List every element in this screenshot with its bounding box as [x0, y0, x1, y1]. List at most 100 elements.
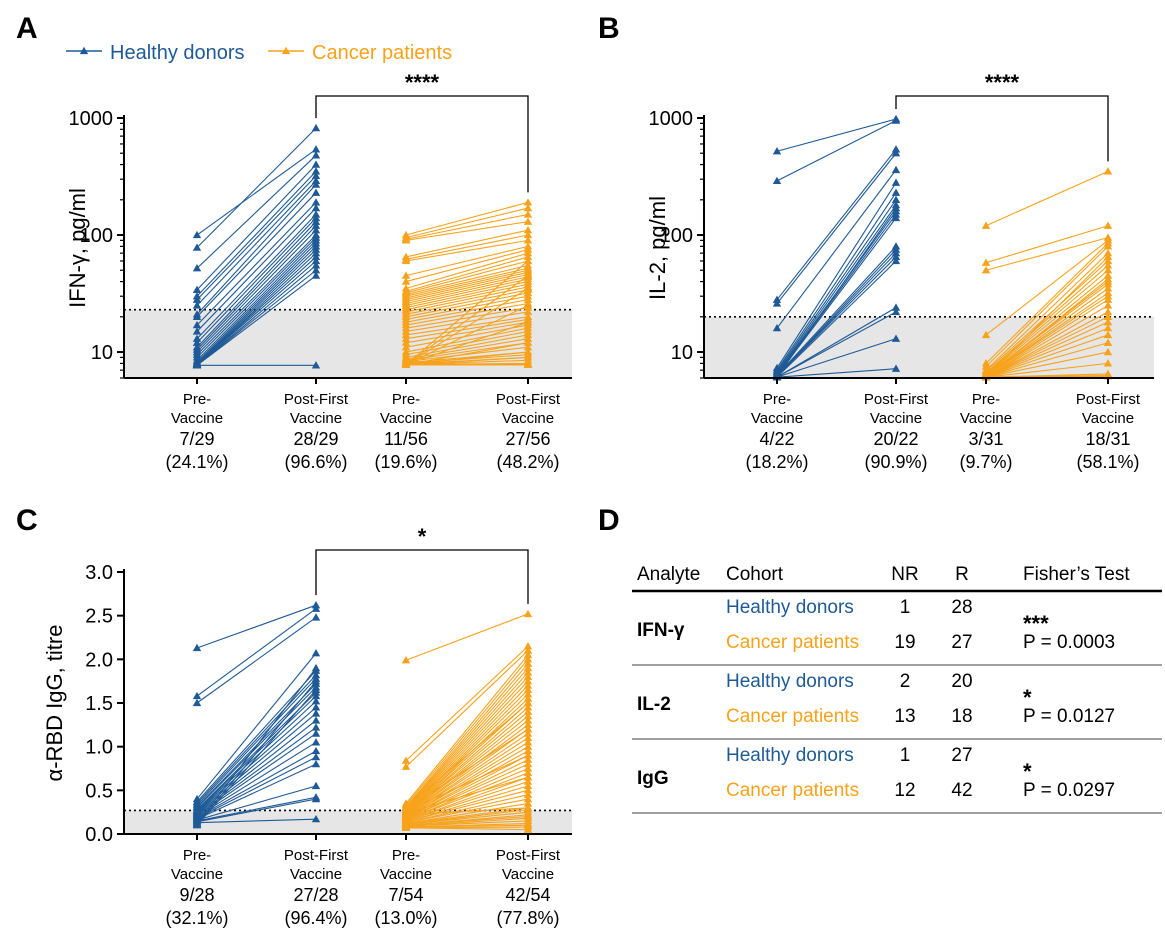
- data-line: [776, 214, 897, 376]
- data-line: [985, 170, 1109, 227]
- responder-percent: (77.8%): [496, 908, 559, 928]
- responder-percent: (19.6%): [374, 452, 437, 472]
- data-point: [311, 361, 321, 369]
- data-point: [311, 729, 321, 737]
- data-line: [985, 304, 1109, 378]
- data-line: [196, 667, 317, 824]
- data-point: [523, 271, 533, 279]
- significance-stars: *: [418, 524, 427, 549]
- data-line: [985, 327, 1109, 378]
- nr-value: 12: [894, 780, 915, 801]
- data-line: [196, 225, 317, 350]
- data-point: [1103, 317, 1113, 326]
- responder-percent: (96.4%): [284, 908, 347, 928]
- data-point: [891, 248, 901, 257]
- data-point: [891, 364, 901, 372]
- series-cancer: [401, 609, 533, 833]
- data-point: [311, 746, 321, 755]
- data-line: [196, 221, 317, 348]
- responder-percent: (24.1%): [165, 452, 228, 472]
- data-point: [311, 709, 321, 717]
- data-point: [523, 803, 533, 811]
- data-line: [405, 302, 529, 326]
- data-line: [405, 304, 529, 366]
- legend: Healthy donors Cancer patients: [66, 42, 452, 64]
- data-point: [311, 160, 321, 168]
- data-point: [891, 145, 901, 153]
- data-point: [311, 248, 321, 257]
- data-line: [405, 239, 529, 262]
- data-line: [405, 269, 529, 299]
- series-healthy: [192, 123, 321, 369]
- cohort-label: Healthy donors: [726, 745, 854, 766]
- data-point: [311, 198, 321, 206]
- cohort-label: Cancer patients: [726, 632, 859, 653]
- data-point: [311, 123, 321, 132]
- y-tick-label: 10: [671, 342, 693, 364]
- data-point: [1103, 284, 1113, 292]
- data-point: [311, 151, 321, 159]
- data-point: [192, 821, 202, 829]
- data-line: [405, 267, 529, 297]
- r-value: 28: [951, 597, 972, 618]
- data-line: [985, 275, 1109, 376]
- nr-value: 1: [900, 745, 911, 766]
- data-point: [523, 794, 533, 803]
- data-line: [196, 214, 317, 340]
- data-point: [311, 167, 321, 175]
- x-tick-label: Pre-: [183, 847, 211, 864]
- data-point: [523, 659, 533, 667]
- data-point: [1103, 279, 1113, 288]
- data-point: [311, 271, 321, 279]
- data-line: [405, 650, 529, 768]
- fisher-p-value: P = 0.0297: [1023, 780, 1115, 801]
- table-group: IFN-γ Healthy donors 1 28 Cancer patients 19 2…: [632, 597, 1162, 666]
- cohort-label: Cancer patients: [726, 780, 859, 801]
- data-line: [405, 356, 529, 366]
- data-point: [523, 655, 533, 663]
- data-point: [311, 145, 321, 153]
- data-line: [196, 763, 317, 820]
- data-point: [192, 691, 202, 700]
- data-point: [523, 799, 533, 807]
- significance-bracket: [315, 549, 529, 604]
- data-point: [523, 698, 533, 707]
- data-line: [196, 678, 317, 806]
- responder-percent: (13.0%): [374, 908, 437, 928]
- data-point: [1103, 347, 1113, 356]
- data-line: [196, 706, 317, 813]
- data-line: [405, 613, 529, 661]
- r-value: 27: [951, 745, 972, 766]
- y-tick-label: 2.0: [85, 649, 113, 671]
- fisher-p-value: P = 0.0127: [1023, 706, 1115, 727]
- significance-bracket: [895, 95, 1109, 162]
- x-tick-label: Vaccine: [171, 410, 223, 427]
- y-axis-title: α-RBD IgG, titre: [42, 625, 67, 782]
- data-point: [772, 299, 782, 307]
- analyte-label: IL-2: [637, 694, 671, 715]
- r-value: 27: [951, 632, 972, 653]
- series-cancer: [401, 198, 533, 368]
- table-group: IgG Healthy donors 1 27 Cancer patients 12 42 *…: [632, 745, 1162, 814]
- data-point: [311, 604, 321, 612]
- fisher-table: Analyte Cohort NR R Fisher’s Test IFN-γ Health…: [632, 564, 1162, 814]
- data-line: [776, 182, 897, 369]
- legend-label-healthy: Healthy donors: [110, 42, 245, 64]
- data-point: [523, 742, 533, 750]
- y-tick-label: 3.0: [85, 562, 113, 584]
- data-line: [776, 169, 897, 329]
- data-point: [311, 180, 321, 188]
- y-tick-label: 1.5: [85, 693, 113, 715]
- data-point: [401, 810, 411, 818]
- data-point: [891, 195, 901, 203]
- data-line: [405, 672, 529, 810]
- data-point: [311, 794, 321, 803]
- data-point: [192, 243, 202, 251]
- data-point: [523, 198, 533, 206]
- table-header-analyte: Analyte: [637, 564, 700, 585]
- data-point: [523, 681, 533, 689]
- data-point: [192, 312, 202, 320]
- data-line: [405, 815, 529, 826]
- data-point: [311, 716, 321, 724]
- data-line: [196, 242, 317, 363]
